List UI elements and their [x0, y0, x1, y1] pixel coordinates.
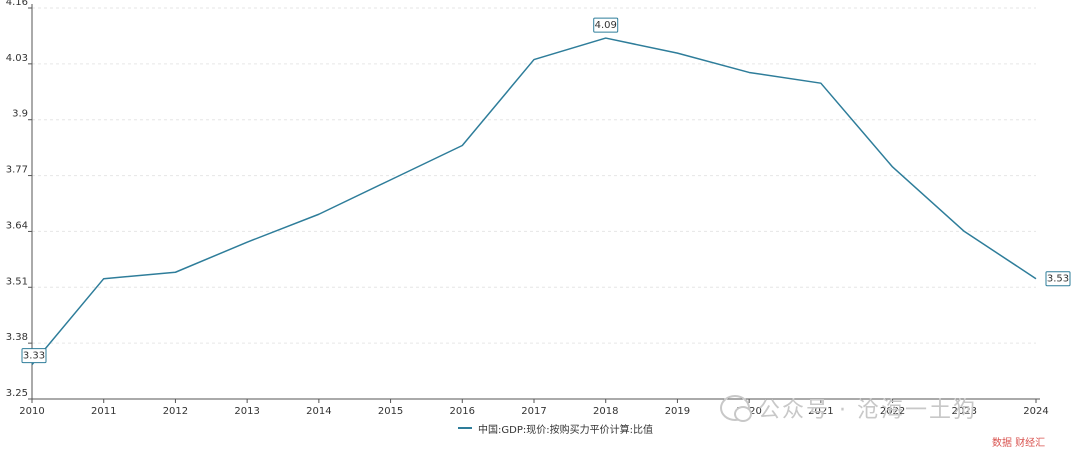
data-callout-label: 3.53 — [1047, 274, 1069, 285]
x-tick-label: 2014 — [306, 406, 331, 417]
x-tick-label: 2010 — [19, 406, 44, 417]
x-tick-label: 2012 — [163, 406, 188, 417]
series-layer — [31, 37, 1037, 366]
legend-swatch — [458, 427, 472, 429]
grid-lines — [32, 7, 1036, 344]
legend[interactable]: 中国:GDP:现价:按购买力平价计算:比值 — [458, 420, 653, 436]
data-callout-label: 3.33 — [23, 351, 45, 362]
x-tick-label: 2011 — [91, 406, 116, 417]
x-tick-label: 2015 — [378, 406, 403, 417]
y-tick-label: 4.03 — [6, 53, 28, 64]
y-tick-label: 3.77 — [6, 165, 28, 176]
x-tick-label: 2023 — [952, 406, 977, 417]
x-tick-label: 2013 — [234, 406, 259, 417]
axes — [31, 4, 1040, 400]
y-tick-label: 3.64 — [6, 220, 28, 231]
data-callout-box — [593, 17, 619, 33]
data-callout-box — [1045, 271, 1071, 287]
y-tick-label: 3.38 — [6, 332, 28, 343]
watermark: 公众号 · 沧海一土狗 — [720, 392, 977, 424]
y-tick-label: 3.25 — [6, 388, 28, 399]
data-callout-box — [21, 348, 47, 364]
x-tick-label: 2022 — [880, 406, 905, 417]
x-tick-label: 2019 — [665, 406, 690, 417]
y-axis-ticks: 3.25 3.38 3.51 3.64 3.77 3.9 4.03 4.16 — [6, 0, 32, 400]
series-line — [31, 37, 1037, 366]
y-tick-label: 4.16 — [6, 0, 28, 8]
x-tick-label: 2021 — [808, 406, 833, 417]
legend-label: 中国:GDP:现价:按购买力平价计算:比值 — [478, 424, 653, 436]
annotation-layer: 3.33 4.09 3.53 — [21, 17, 1071, 364]
x-axis-ticks: 2010 2011 2012 2013 2014 2015 2016 2017 2018 2019… — [19, 399, 1049, 417]
data-callout-label: 4.09 — [595, 20, 617, 31]
watermark-text: 公众号 · 沧海一土狗 — [758, 398, 977, 423]
x-tick-label: 2016 — [450, 406, 475, 417]
y-tick-label: 3.51 — [6, 276, 28, 287]
brand-mark: 数据 财经汇 — [992, 438, 1046, 449]
x-tick-label: 2017 — [521, 406, 546, 417]
x-tick-label: 2024 — [1023, 406, 1048, 417]
y-tick-label: 3.9 — [12, 109, 28, 120]
x-tick-label: 2018 — [593, 406, 618, 417]
wechat-icon — [720, 395, 752, 422]
